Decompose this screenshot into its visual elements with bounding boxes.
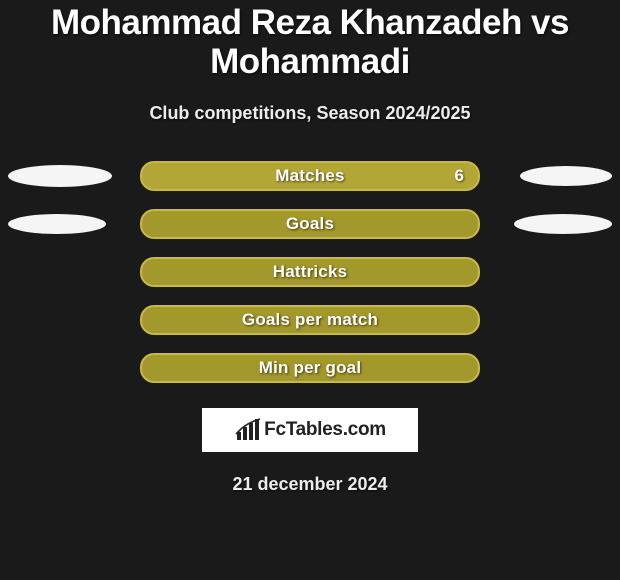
stat-bar: Goals per match [140,305,480,335]
stat-row: Min per goal [8,358,612,378]
stat-bar: Min per goal [140,353,480,383]
left-ellipse-slot [8,165,114,187]
player-right-ellipse [514,214,612,234]
right-ellipse-slot [506,214,612,234]
player-right-ellipse [520,166,612,186]
left-ellipse-slot [8,214,114,234]
right-ellipse-slot [506,166,612,186]
comparison-title: Mohammad Reza Khanzadeh vs Mohammadi [0,0,620,81]
stat-row: Matches 6 [8,166,612,186]
player-left-ellipse [8,165,112,187]
stat-bar: Goals [140,209,480,239]
stat-label: Goals [286,214,334,234]
stat-row: Hattricks [8,262,612,282]
stat-label: Matches [275,166,344,186]
bar-chart-icon [234,418,262,442]
stat-value: 6 [455,166,464,186]
stat-label: Min per goal [259,358,362,378]
stat-rows: Matches 6 Goals Hattricks Goals per match Min… [0,166,620,378]
stat-bar: Hattricks [140,257,480,287]
stat-bar: Matches 6 [140,161,480,191]
player-left-ellipse [8,214,106,234]
comparison-subtitle: Club competitions, Season 2024/2025 [0,103,620,124]
fctables-logo: FcTables.com [202,408,418,452]
stat-row: Goals per match [8,310,612,330]
stat-label: Hattricks [273,262,348,282]
snapshot-date: 21 december 2024 [0,474,620,495]
stat-label: Goals per match [242,310,378,330]
stat-row: Goals [8,214,612,234]
fctables-logo-text: FcTables.com [264,419,386,441]
